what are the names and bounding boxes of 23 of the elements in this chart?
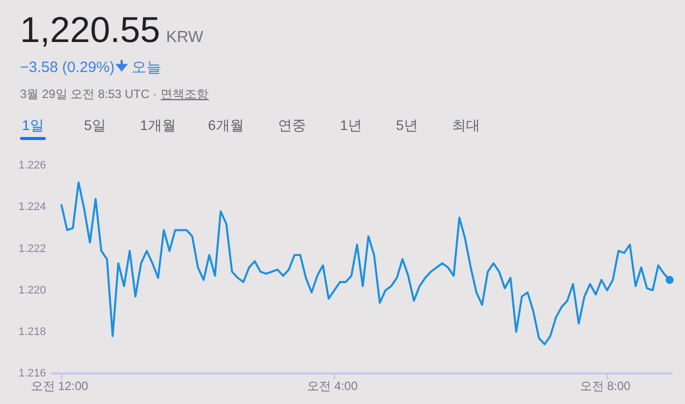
text: 최대	[452, 117, 480, 133]
text: 1개월	[140, 117, 176, 133]
text: 6개월	[208, 117, 244, 133]
text: 5년	[396, 117, 418, 133]
text: KRW	[166, 29, 204, 46]
text: 1일	[22, 117, 44, 133]
text: 오늘	[132, 59, 162, 76]
y-tick-label: 1.218	[18, 326, 46, 338]
y-tick-label: 1.226	[18, 160, 46, 172]
x-tick-label: 오전 12:00	[30, 379, 88, 393]
text: 3월 29일 오전 8:53 UTC ·	[20, 87, 157, 101]
text: 연중	[278, 117, 306, 133]
chart-title: 1,220.55	[20, 9, 160, 50]
y-tick-label: 1.224	[18, 201, 46, 214]
x-tick-label: 오전 4:00	[306, 379, 358, 393]
y-tick-label: 1.216	[18, 367, 46, 380]
y-tick-label: 1.222	[18, 242, 46, 255]
text: 5일	[84, 117, 106, 133]
text: 면책조항	[160, 87, 209, 101]
y-tick-label: 1.220	[18, 284, 46, 296]
text: −3.58 (0.29%)	[20, 59, 115, 76]
x-tick-label: 오전 8:00	[580, 379, 631, 393]
text: 1년	[340, 117, 362, 133]
